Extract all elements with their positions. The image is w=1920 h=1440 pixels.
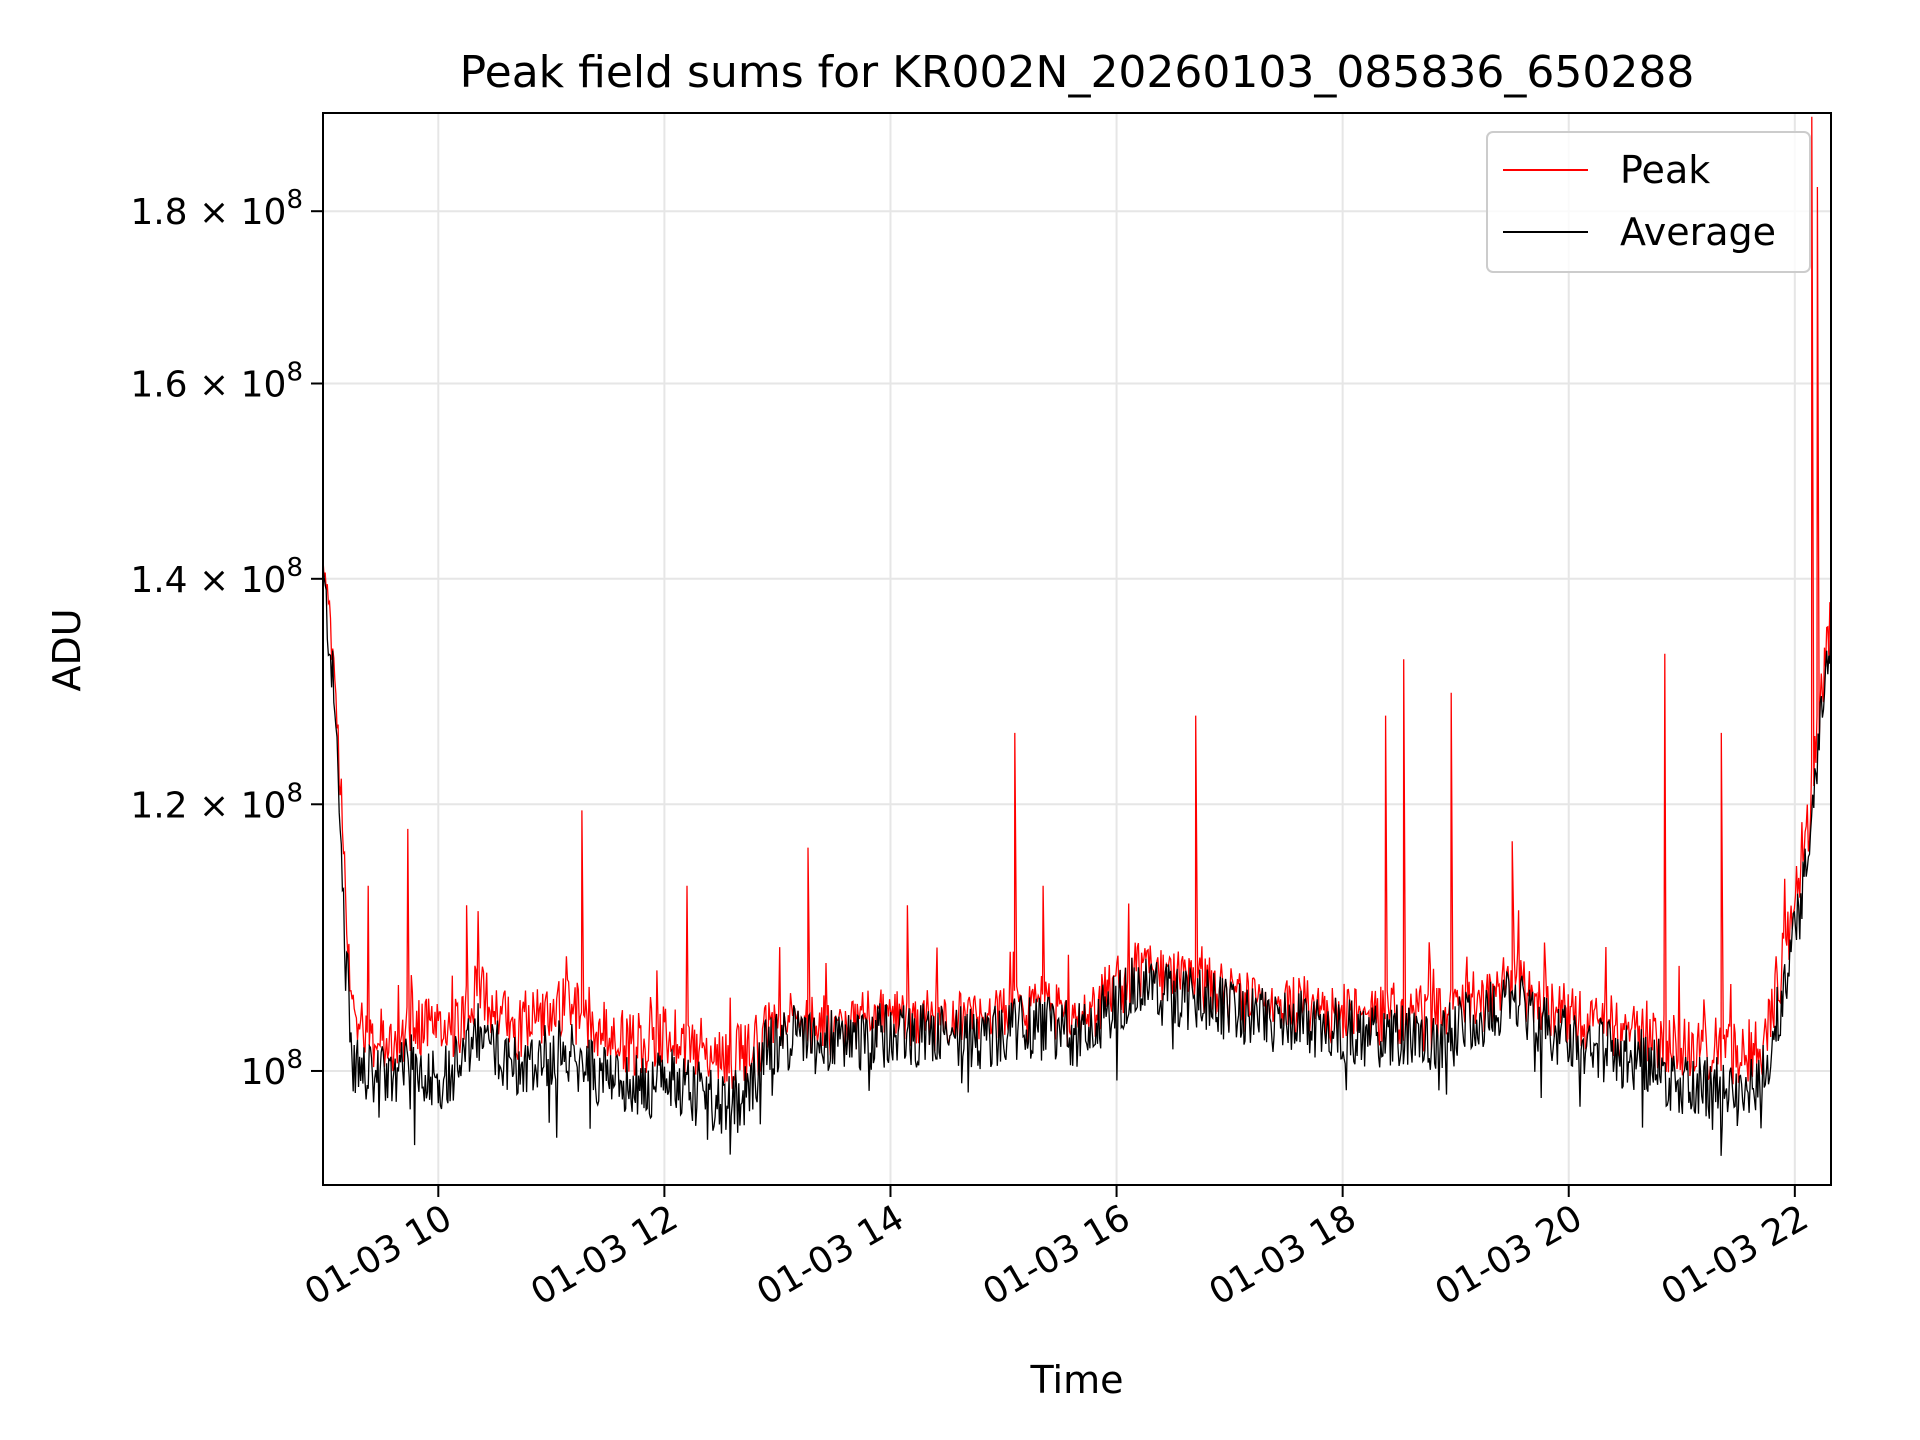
chart-title: Peak field sums for KR002N_20260103_0858…	[460, 47, 1695, 98]
x-axis-label: Time	[1030, 1358, 1124, 1402]
legend-label-peak: Peak	[1620, 148, 1710, 192]
y-tick-label: 108	[241, 1045, 303, 1093]
y-tick-label: 1.4 × 108	[130, 553, 303, 601]
series-line-average	[322, 568, 1832, 1156]
legend-label-average: Average	[1620, 210, 1776, 254]
series-layer	[322, 116, 1832, 1156]
y-tick-label: 1.6 × 108	[130, 357, 303, 405]
y-axis: 108 1.2 × 108 1.4 × 108 1.6 × 108 1.8 × 108	[130, 185, 323, 1093]
y-axis-label: ADU	[45, 608, 89, 691]
plot-frame	[322, 112, 1832, 1186]
series-line-peak	[322, 116, 1832, 1089]
legend: Peak Average	[1486, 131, 1811, 273]
legend-box	[1486, 131, 1811, 273]
y-tick-label: 1.8 × 108	[130, 185, 303, 233]
grid	[323, 113, 1831, 1185]
y-tick-label: 1.2 × 108	[130, 778, 303, 826]
